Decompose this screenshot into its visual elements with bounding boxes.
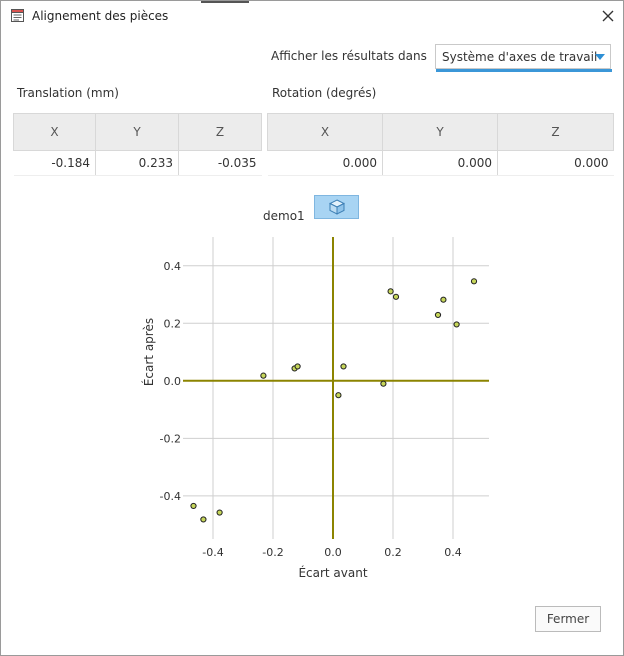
window-top-accent (201, 1, 249, 3)
x-tick-label: -0.4 (202, 546, 223, 559)
app-icon (11, 9, 24, 22)
y-tick-label: -0.2 (160, 432, 181, 445)
x-tick-label: 0.2 (384, 546, 402, 559)
translation-table: X Y Z -0.184 0.233 -0.035 (13, 113, 262, 176)
results-dropdown[interactable]: Système d'axes de travail (435, 44, 612, 72)
close-button[interactable]: Fermer (535, 606, 601, 632)
translation-value-y: 0.233 (95, 150, 179, 176)
y-tick-label: -0.4 (160, 490, 181, 503)
translation-header-z: Z (178, 113, 262, 151)
data-point (387, 288, 394, 295)
demo-label: demo1 (263, 209, 305, 223)
rotation-header-z: Z (497, 113, 614, 151)
y-axis-label: Écart après (141, 318, 156, 386)
data-point (392, 293, 400, 300)
rotation-label: Rotation (degrés) (272, 86, 377, 100)
dropdown-focus-underline (436, 69, 612, 72)
data-point (453, 321, 460, 328)
rotation-header-x: X (267, 113, 383, 151)
translation-value-z: -0.035 (178, 150, 262, 176)
title-bar: Alignement des pièces (1, 1, 623, 32)
rotation-value-z: 0.000 (497, 150, 614, 176)
results-dropdown-value: Système d'axes de travail (442, 50, 598, 64)
data-point (260, 372, 267, 379)
y-tick-label: 0.4 (164, 260, 182, 273)
data-point (216, 509, 223, 516)
y-tick-label: 0.2 (164, 317, 182, 330)
rotation-value-y: 0.000 (382, 150, 498, 176)
x-axis-label: Écart avant (298, 565, 367, 580)
x-tick-label: 0.0 (324, 546, 342, 559)
rotation-table: X Y Z 0.000 0.000 0.000 (267, 113, 614, 176)
data-point (294, 363, 301, 370)
data-point (380, 380, 387, 387)
y-tick-label: 0.0 (164, 375, 182, 388)
data-point (470, 278, 478, 285)
data-point (440, 296, 447, 303)
data-point (200, 516, 207, 523)
data-point (190, 502, 197, 510)
chevron-down-icon (595, 54, 605, 60)
x-tick-label: 0.4 (444, 546, 462, 559)
cube-icon (329, 199, 345, 215)
data-point (340, 363, 347, 370)
translation-label: Translation (mm) (17, 86, 119, 100)
close-icon[interactable] (600, 8, 616, 24)
rotation-value-x: 0.000 (267, 150, 383, 176)
window-title: Alignement des pièces (32, 9, 169, 23)
scatter-chart: -0.4 -0.2 0.0 0.2 0.4 -0.4 -0.2 0.0 0.2 0.4 Écart … (141, 237, 489, 580)
translation-header-y: Y (95, 113, 179, 151)
data-point (335, 392, 342, 399)
x-tick-label: -0.2 (262, 546, 283, 559)
results-label: Afficher les résultats dans (271, 49, 427, 63)
translation-header-x: X (13, 113, 96, 151)
data-point (434, 311, 442, 319)
rotation-header-y: Y (382, 113, 498, 151)
translation-value-x: -0.184 (13, 150, 96, 176)
view-cube-button[interactable] (314, 195, 359, 219)
